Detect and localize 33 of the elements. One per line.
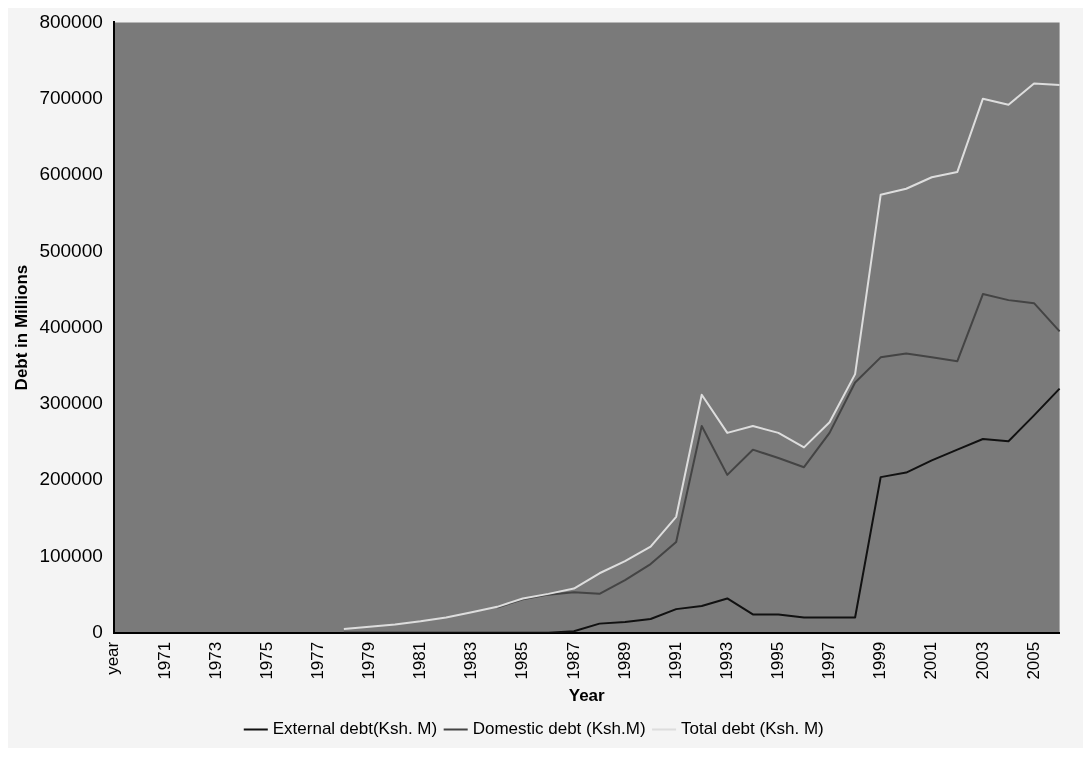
legend-label: Total debt (Ksh. M): [681, 719, 824, 739]
x-tick-label: 1971: [154, 641, 174, 680]
legend-label: Domestic debt (Ksh.M): [472, 719, 646, 739]
x-tick-label: 1979: [359, 641, 379, 680]
x-tick-label: 1997: [819, 641, 839, 680]
y-tick-label: 300000: [39, 392, 103, 414]
x-tick-label: 1975: [256, 641, 276, 680]
x-tick-label: 2001: [921, 641, 941, 680]
x-tick-label: 1985: [512, 641, 532, 680]
x-tick-label: 1983: [461, 641, 481, 680]
x-tick-label: 1999: [870, 641, 890, 680]
x-tick-label: 1995: [768, 641, 788, 680]
x-tick-label: 1981: [410, 641, 430, 680]
x-tick-label: 2003: [972, 641, 992, 680]
x-tick-label: 1993: [716, 641, 736, 680]
x-tick-label: 1989: [614, 641, 634, 680]
y-tick-label: 0: [92, 621, 103, 643]
x-tick-label: 1987: [563, 641, 583, 680]
y-tick-label: 200000: [39, 468, 103, 490]
y-tick-label: 700000: [39, 86, 103, 108]
x-tick-label: year: [103, 641, 123, 675]
x-tick-label: 2005: [1023, 641, 1043, 680]
y-tick-label: 600000: [39, 163, 103, 185]
legend-label: External debt(Ksh. M): [272, 719, 438, 739]
y-tick-label: 400000: [39, 315, 103, 337]
x-axis-title: Year: [568, 686, 606, 706]
y-tick-label: 500000: [39, 239, 103, 261]
y-tick-label: 800000: [39, 10, 103, 32]
x-tick-label: 1977: [307, 641, 327, 680]
y-axis-title: Debt in Millions: [11, 264, 31, 391]
y-tick-label: 100000: [39, 544, 103, 566]
x-tick-label: 1973: [205, 641, 225, 680]
x-tick-label: 1991: [665, 641, 685, 680]
